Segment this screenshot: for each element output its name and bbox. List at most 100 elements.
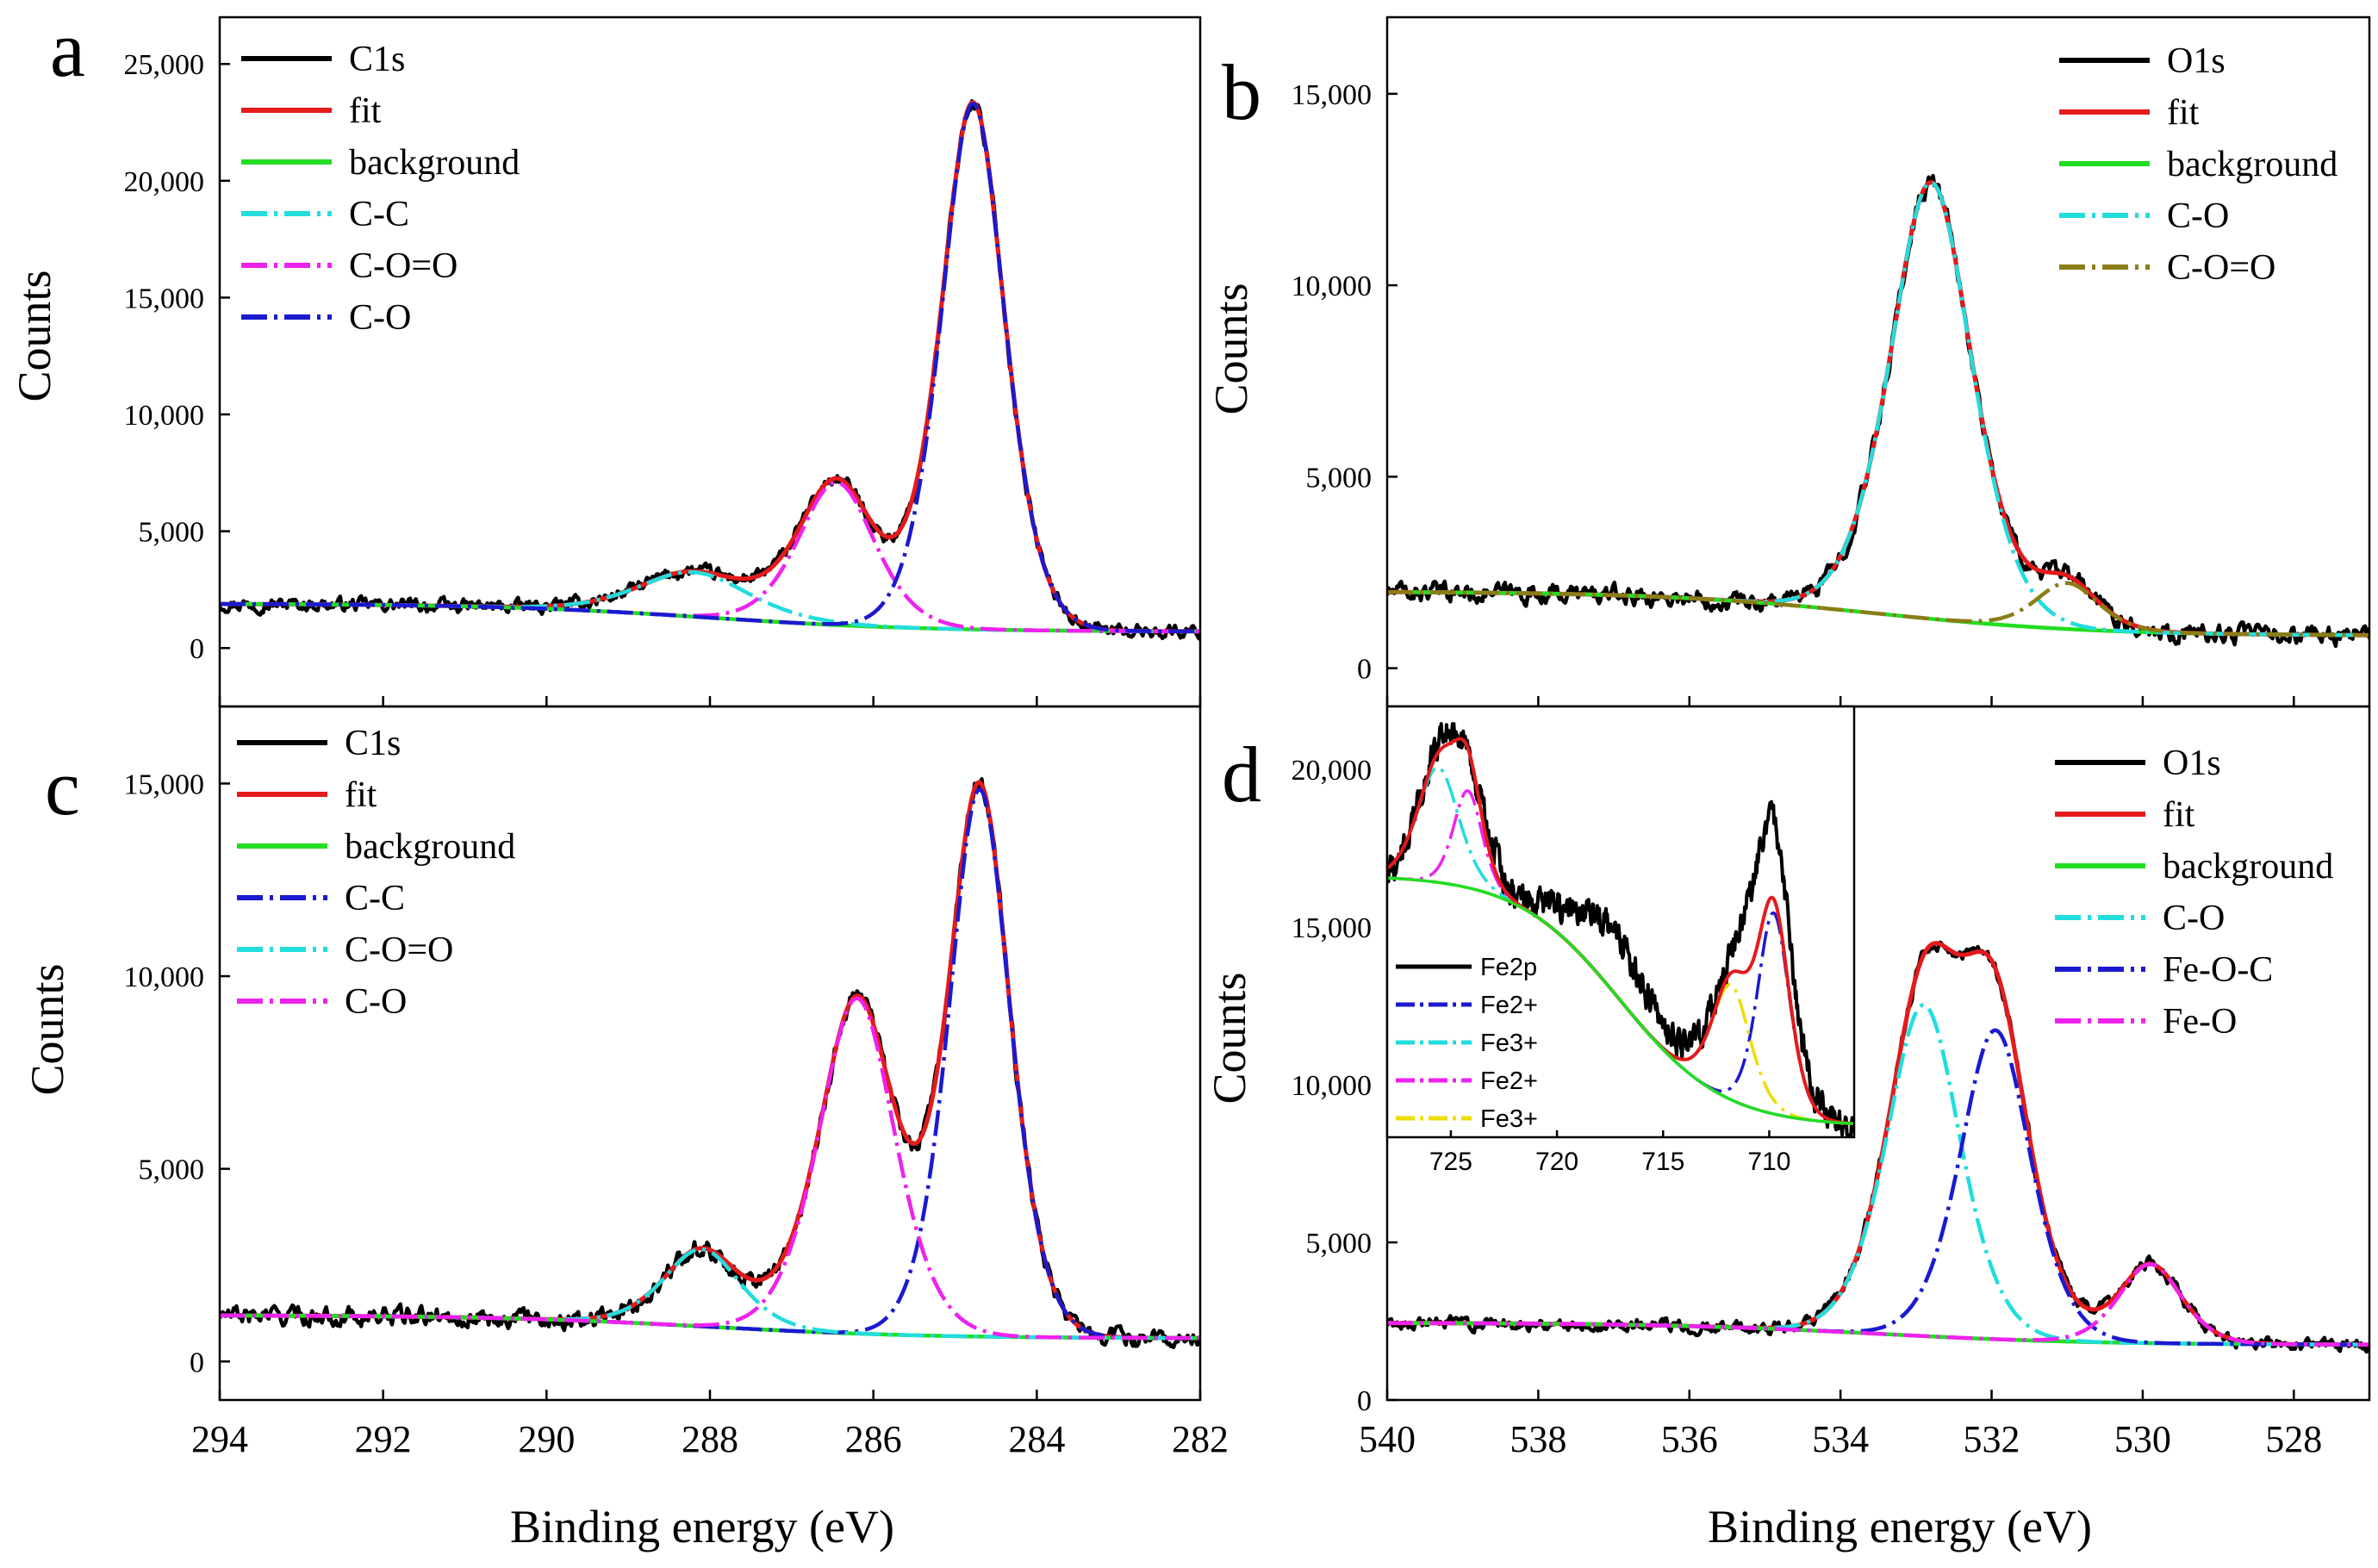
panel-label-b: b — [1222, 48, 1261, 136]
legend-label-b-2: background — [2167, 145, 2338, 184]
x-tick-label-c: 288 — [682, 1418, 738, 1460]
plot-area-a — [220, 99, 1200, 641]
legend-label-a-3: C-C — [349, 195, 409, 234]
legend-label-c-5: C-O — [345, 982, 407, 1022]
legend-label-c-4: C-O=O — [345, 930, 453, 970]
y-tick-label-c: 0 — [190, 1347, 204, 1378]
y-axis-label-b: Counts — [1205, 283, 1257, 414]
x-tick-label-d-inset: 715 — [1641, 1148, 1684, 1176]
panel-a: 0 5,000 10,000 15,000 20,000 25,000 C1s fit back… — [124, 16, 1202, 708]
legend-d-inset: Fe2p Fe2+ Fe3+ Fe2+ Fe3+ — [1396, 954, 1538, 1133]
legend-label-d-2: background — [2163, 847, 2333, 887]
axes-frame-d-inset — [1385, 705, 1856, 1139]
legend-label-d-3: C-O — [2163, 899, 2225, 938]
x-tick-label-d: 528 — [2265, 1418, 2322, 1460]
x-tick-label-d-inset: 725 — [1429, 1148, 1472, 1176]
x-tick-label-d: 536 — [1661, 1418, 1718, 1460]
legend-label-c-3: C-C — [345, 879, 405, 918]
x-tick-label-d: 538 — [1510, 1418, 1566, 1460]
legend-label-c-0: C1s — [345, 724, 401, 763]
panel-b: 0 5,000 10,000 15,000 O1s fit background C-O C-O… — [1292, 16, 2371, 708]
legend-b: O1s fit background C-O C-O=O — [2059, 41, 2338, 288]
legend-label-a-2: background — [349, 143, 520, 183]
y-tick-label-b: 10,000 — [1292, 271, 1373, 302]
legend-label-d-inset-4: Fe3+ — [1480, 1105, 1538, 1133]
x-tick-label-c: 294 — [191, 1418, 248, 1460]
x-tick-label-d-inset: 710 — [1747, 1148, 1790, 1176]
x-tick-label-d: 540 — [1359, 1418, 1416, 1460]
x-tick-label-c: 282 — [1172, 1418, 1229, 1460]
plot-area-b — [1387, 173, 2369, 649]
x-tick-label-c: 292 — [355, 1418, 412, 1460]
plot-area-c — [220, 777, 1200, 1350]
legend-label-d-inset-2: Fe3+ — [1480, 1030, 1538, 1057]
legend-a: C1s fit background C-C C-O=O C-O — [241, 40, 520, 338]
panel-d-inset: 725 720 715 710 Fe2p Fe2+ Fe3+ Fe2+ Fe3+ — [1385, 705, 1856, 1176]
y-tick-label-a: 0 — [190, 633, 204, 665]
y-tick-label-a: 20,000 — [124, 166, 205, 198]
x-tick-label-d: 534 — [1812, 1418, 1869, 1460]
y-tick-label-a: 25,000 — [124, 49, 205, 81]
y-tick-label-b: 15,000 — [1292, 79, 1373, 111]
y-tick-label-d: 10,000 — [1292, 1070, 1373, 1102]
y-tick-label-d: 20,000 — [1292, 755, 1373, 787]
y-tick-label-d: 0 — [1357, 1385, 1372, 1417]
legend-label-a-1: fit — [349, 91, 382, 131]
legend-label-a-0: C1s — [349, 40, 405, 79]
x-tick-label-c: 284 — [1008, 1418, 1065, 1460]
series-d-fe-o-5 — [1387, 1262, 2369, 1347]
panel-c: 0 5,000 10,000 15,000 294 292 290 288 286 284 282 C… — [124, 705, 1229, 1460]
legend-label-c-2: background — [345, 827, 515, 867]
y-tick-label-d: 5,000 — [1306, 1228, 1373, 1260]
panel-d: 0 5,000 10,000 15,000 20,000 540 538 536 534 532 5… — [1292, 705, 2371, 1460]
x-axis-label-c: Binding energy (eV) — [510, 1501, 894, 1552]
legend-label-d-5: Fe-O — [2163, 1002, 2237, 1042]
plot-area-d — [1387, 940, 2369, 1354]
panel-label-c: c — [45, 744, 80, 831]
legend-label-b-0: O1s — [2167, 41, 2225, 81]
legend-label-a-4: C-O=O — [349, 246, 458, 286]
y-tick-label-b: 0 — [1357, 654, 1372, 686]
x-tick-label-c: 290 — [518, 1418, 575, 1460]
series-c-c-o-5 — [220, 996, 1200, 1341]
legend-label-d-inset-1: Fe2+ — [1480, 992, 1538, 1019]
series-d-inset-background-6 — [1387, 876, 1854, 1126]
x-tick-label-d: 530 — [2114, 1418, 2171, 1460]
panel-label-d: d — [1222, 731, 1261, 818]
x-tick-label-d-inset: 720 — [1535, 1148, 1578, 1176]
y-tick-label-a: 15,000 — [124, 283, 205, 314]
y-axis-label-d: Counts — [1204, 972, 1255, 1104]
legend-label-a-5: C-O — [349, 298, 411, 338]
legend-label-c-1: fit — [345, 775, 377, 815]
legend-c: C1s fit background C-C C-O=O C-O — [237, 724, 515, 1022]
x-axis-label-d: Binding energy (eV) — [1708, 1501, 2092, 1552]
series-b-o1s-0 — [1387, 173, 2369, 649]
legend-label-d-inset-0: Fe2p — [1480, 954, 1537, 981]
legend-label-d-inset-3: Fe2+ — [1480, 1067, 1538, 1095]
y-axis-label-a: Counts — [9, 270, 60, 401]
y-axis-label-c: Counts — [22, 963, 73, 1095]
y-tick-label-b: 5,000 — [1306, 462, 1373, 494]
y-tick-label-d: 15,000 — [1292, 912, 1373, 944]
legend-d: O1s fit background C-O Fe-O-C Fe-O — [2055, 744, 2333, 1042]
y-tick-label-a: 5,000 — [139, 517, 205, 549]
x-tick-label-d: 532 — [1964, 1418, 2020, 1460]
legend-label-d-1: fit — [2163, 795, 2195, 835]
y-tick-label-c: 5,000 — [139, 1154, 205, 1186]
inset-background — [1387, 706, 1854, 1137]
series-d-inset-fe2p-0 — [1387, 722, 1854, 1137]
legend-label-d-4: Fe-O-C — [2163, 950, 2273, 990]
panel-label-a: a — [50, 5, 85, 93]
legend-label-d-0: O1s — [2163, 744, 2221, 783]
legend-label-b-4: C-O=O — [2167, 248, 2275, 288]
y-tick-label-c: 10,000 — [124, 961, 205, 993]
series-a-c-o-o-4 — [220, 480, 1200, 634]
x-tick-label-c: 286 — [845, 1418, 902, 1460]
legend-label-b-3: C-O — [2167, 196, 2229, 236]
plot-area-d-inset — [1387, 722, 1854, 1137]
series-a-c-o-5 — [220, 102, 1200, 634]
legend-label-b-1: fit — [2167, 93, 2200, 133]
axes-frame-b — [1385, 16, 2371, 708]
series-b-c-o-o-4 — [1387, 581, 2369, 638]
